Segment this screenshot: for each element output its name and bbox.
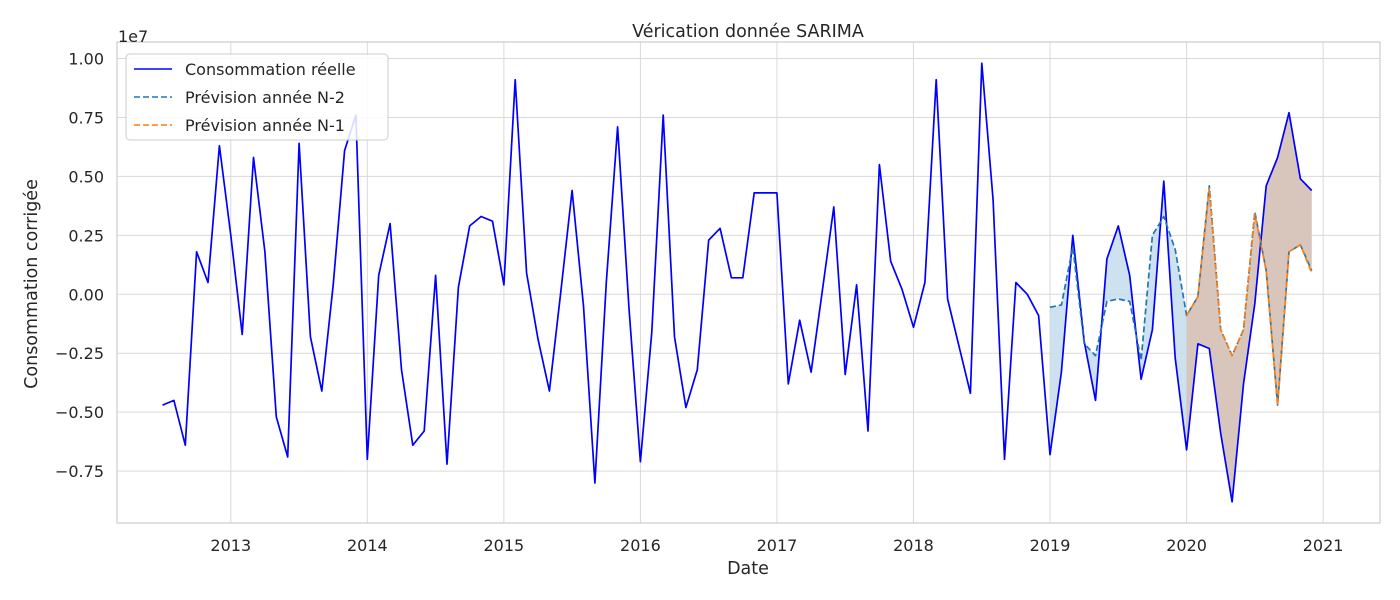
x-tick-label: 2016 [620, 536, 661, 555]
series-line-forecast-n1 [1185, 187, 1313, 406]
legend-label-actual: Consommation réelle [185, 60, 356, 79]
y-tick-label: 0.50 [68, 167, 104, 186]
y-tick-label: 0.75 [68, 108, 104, 127]
chart-title: Vérication donnée SARIMA [632, 22, 864, 42]
fill-area-n1 [1186, 112, 1312, 502]
fill-area-n2 [1050, 112, 1312, 502]
x-tick-label: 2017 [757, 536, 798, 555]
x-tick-label: 2020 [1166, 536, 1207, 555]
legend-label-forecast-n2: Prévision année N-2 [185, 88, 345, 107]
x-tick-label: 2021 [1303, 536, 1344, 555]
y-tick-label: −0.50 [55, 403, 104, 422]
y-tick-label: −0.25 [55, 344, 104, 363]
x-tick-label: 2015 [484, 536, 525, 555]
legend-box [125, 53, 389, 141]
y-axis-label: Consommation corrigée [22, 179, 42, 389]
x-tick-label: 2019 [1030, 536, 1071, 555]
y-tick-labels: −0.75 −0.50 −0.25 0.00 0.25 0.50 0.75 1.00 [55, 50, 104, 482]
x-tick-label: 2018 [893, 536, 934, 555]
y-tick-label: 1.00 [68, 50, 104, 69]
axes-frame [116, 41, 1381, 524]
y-tick-label: 0.25 [68, 226, 104, 245]
x-axis-label: Date [727, 559, 769, 579]
x-tick-label: 2014 [347, 536, 388, 555]
fill-areas [1050, 112, 1312, 502]
x-tick-label: 2013 [210, 536, 251, 555]
y-tick-label: −0.75 [55, 462, 104, 481]
y-tick-label: 0.00 [68, 285, 104, 304]
y-offset-label: 1e7 [118, 27, 148, 46]
legend: Consommation réelle Prévision année N-2 … [125, 53, 389, 141]
legend-label-forecast-n1: Prévision année N-1 [185, 116, 345, 135]
x-tick-labels: 2013 2014 2015 2016 2017 2018 2019 2020 2021 [210, 536, 1343, 555]
